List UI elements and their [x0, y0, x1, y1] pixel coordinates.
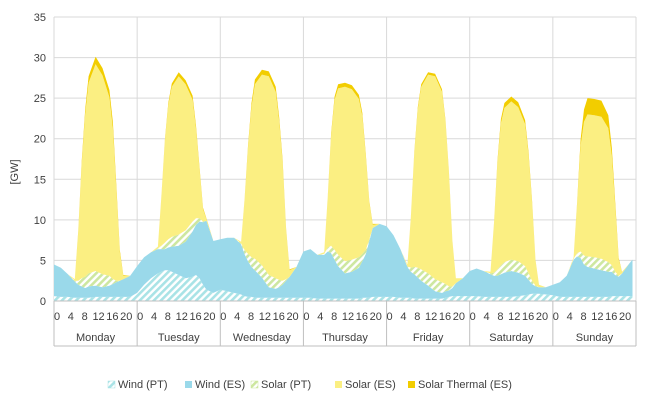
hour-tick-label: 20 — [120, 311, 132, 323]
hour-tick-label: 4 — [234, 311, 240, 323]
legend-swatch — [250, 380, 259, 389]
day-label: Tuesday — [158, 332, 200, 344]
y-axis-label: [GW] — [9, 159, 21, 184]
legend-label: Wind (PT) — [118, 379, 168, 391]
hour-tick-label: 8 — [331, 311, 337, 323]
day-label: Wednesday — [233, 332, 291, 344]
hour-tick-label: 12 — [591, 311, 603, 323]
hour-tick-label: 12 — [176, 311, 188, 323]
area-solar-es — [54, 64, 633, 288]
y-tick-label: 15 — [34, 174, 46, 186]
hour-tick-label: 16 — [106, 311, 118, 323]
y-tick-label: 35 — [34, 12, 46, 24]
day-label: Saturday — [489, 332, 534, 344]
legend-label: Wind (ES) — [195, 379, 245, 391]
hour-tick-label: 0 — [54, 311, 60, 323]
y-tick-label: 30 — [34, 53, 46, 65]
legend-label: Solar (PT) — [261, 379, 311, 391]
hour-tick-label: 16 — [356, 311, 368, 323]
y-tick-label: 20 — [34, 134, 46, 146]
hour-tick-label: 0 — [387, 311, 393, 323]
y-tick-label: 0 — [40, 296, 46, 308]
hour-tick-label: 4 — [151, 311, 157, 323]
hour-tick-label: 8 — [82, 311, 88, 323]
hour-tick-label: 8 — [414, 311, 420, 323]
hour-tick-label: 20 — [453, 311, 465, 323]
hour-tick-label: 0 — [553, 311, 559, 323]
hour-tick-label: 4 — [400, 311, 406, 323]
day-label: Monday — [76, 332, 116, 344]
legend-label: Solar Thermal (ES) — [418, 379, 512, 391]
hour-tick-label: 16 — [522, 311, 534, 323]
hour-tick-label: 0 — [470, 311, 476, 323]
hour-tick-label: 16 — [605, 311, 617, 323]
hour-tick-label: 4 — [68, 311, 74, 323]
legend-swatch — [335, 381, 342, 388]
hour-tick-label: 8 — [497, 311, 503, 323]
series-areas — [54, 56, 633, 301]
hour-tick-label: 0 — [137, 311, 143, 323]
y-tick-label: 25 — [34, 93, 46, 105]
hour-tick-label: 20 — [286, 311, 298, 323]
legend-label: Solar (ES) — [345, 379, 396, 391]
hour-tick-label: 4 — [317, 311, 323, 323]
day-label: Friday — [413, 332, 444, 344]
legend: Wind (PT) Wind (ES) Solar (PT) Solar (ES) So… — [107, 379, 512, 391]
legend-swatch — [185, 381, 192, 388]
hour-tick-label: 16 — [273, 311, 285, 323]
hour-tick-label: 4 — [567, 311, 573, 323]
area-wind-pt — [54, 270, 633, 301]
hour-tick-label: 8 — [248, 311, 254, 323]
hour-tick-label: 20 — [536, 311, 548, 323]
day-label: Sunday — [576, 332, 614, 344]
hour-tick-label: 16 — [189, 311, 201, 323]
hour-tick-label: 0 — [303, 311, 309, 323]
hour-tick-label: 12 — [342, 311, 354, 323]
day-label: Thursday — [322, 332, 368, 344]
area-wind-es — [54, 220, 633, 299]
legend-swatch — [408, 381, 415, 388]
hour-tick-label: 0 — [220, 311, 226, 323]
hour-tick-label: 8 — [165, 311, 171, 323]
hour-tick-label: 12 — [425, 311, 437, 323]
y-tick-label: 10 — [34, 215, 46, 227]
hour-tick-label: 16 — [439, 311, 451, 323]
hour-tick-label: 12 — [508, 311, 520, 323]
y-tick-label: 5 — [40, 255, 46, 267]
hour-tick-label: 20 — [203, 311, 215, 323]
hour-tick-label: 4 — [484, 311, 490, 323]
hour-tick-label: 12 — [259, 311, 271, 323]
legend-swatch — [107, 380, 116, 389]
hour-tick-label: 20 — [619, 311, 631, 323]
hour-tick-label: 12 — [92, 311, 104, 323]
hour-tick-label: 8 — [581, 311, 587, 323]
hour-tick-label: 20 — [370, 311, 382, 323]
